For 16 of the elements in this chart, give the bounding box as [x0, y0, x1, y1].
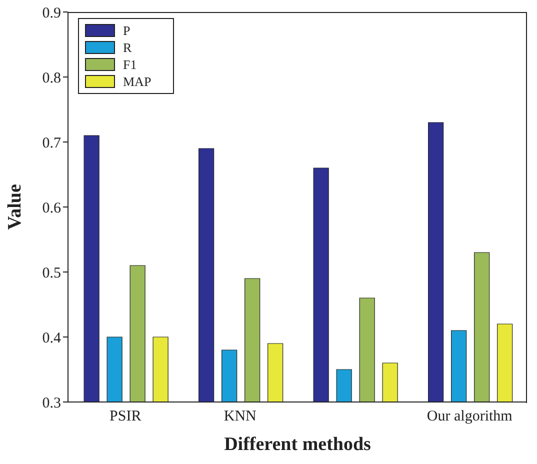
x-axis-title: Different methods [224, 434, 371, 455]
x-tick-label: Our algorithm [426, 408, 513, 425]
y-tick-label: 0.5 [42, 265, 61, 282]
legend-label: P [123, 22, 130, 38]
y-axis-title: Value [4, 184, 26, 230]
x-tick-label: PSIR [110, 408, 142, 425]
y-tick-label: 0.9 [42, 5, 61, 22]
y-tick-label: 0.7 [42, 135, 62, 152]
y-tick-label: 0.8 [42, 70, 61, 86]
y-tick-label: 0.4 [42, 330, 62, 346]
legend-label: R [123, 40, 132, 56]
y-tick-label: 0.6 [42, 200, 62, 216]
x-tick-label: KNN [224, 408, 257, 425]
legend-label: MAP [123, 74, 152, 90]
legend-label: F1 [123, 56, 137, 72]
y-tick-label: 0.3 [42, 395, 61, 412]
